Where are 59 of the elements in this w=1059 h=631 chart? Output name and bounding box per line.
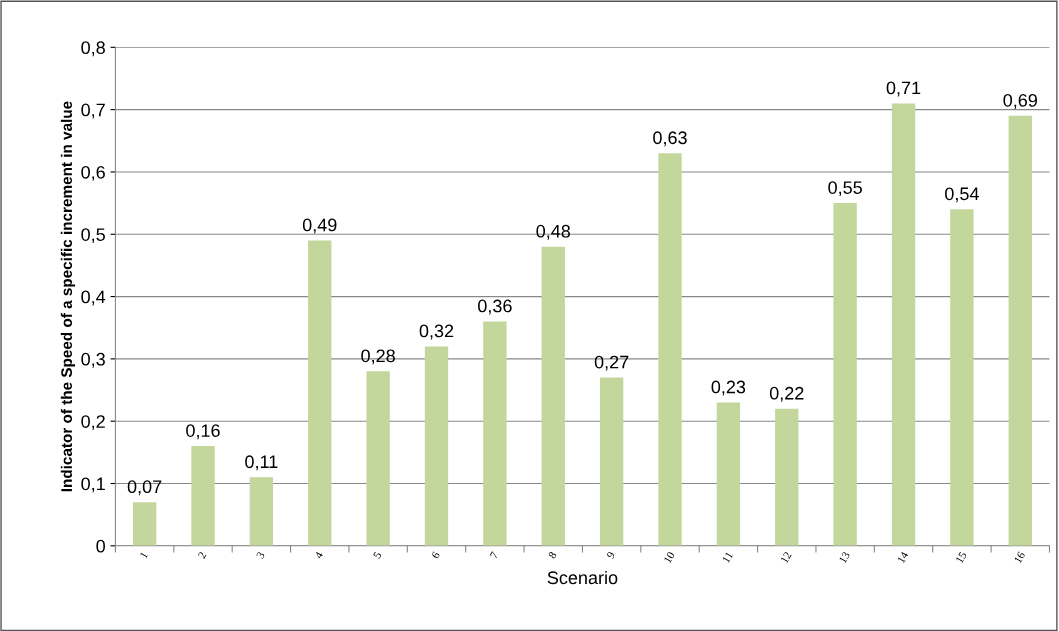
data-label: 0,23 [711, 380, 746, 396]
data-label: 0,69 [1003, 93, 1037, 109]
y-tick-label: 0,2 [81, 415, 105, 431]
x-tick-label: 13 [838, 551, 851, 564]
bar [308, 240, 332, 546]
data-label: 0,55 [828, 181, 862, 197]
bar [599, 377, 624, 546]
x-tick-label: 11 [722, 551, 734, 563]
data-label: 0,63 [653, 131, 687, 147]
data-label: 0,36 [478, 299, 512, 315]
bar [891, 103, 916, 546]
x-tick-label: 9 [606, 551, 616, 560]
y-tick-label: 0,1 [81, 477, 105, 493]
data-label: 0,07 [127, 480, 162, 496]
data-label: 0,49 [302, 218, 337, 234]
x-tick-label: 6 [431, 551, 441, 559]
x-tick-label: 15 [955, 551, 967, 564]
y-tick-label: 0,4 [81, 290, 106, 306]
x-tick-label: 3 [256, 551, 265, 559]
data-label: 0,16 [186, 424, 220, 440]
x-tick-label: 16 [1013, 551, 1026, 564]
bar [132, 502, 157, 546]
bar [483, 321, 507, 546]
bar [658, 153, 682, 546]
data-label: 0,71 [886, 81, 921, 97]
bar [1008, 115, 1032, 546]
x-tick-label: 10 [663, 551, 675, 564]
data-label: 0,22 [769, 386, 804, 402]
y-tick-label: 0,7 [81, 103, 105, 119]
bar [775, 408, 799, 546]
data-label: 0,48 [536, 224, 571, 240]
x-tick-label: 1 [139, 551, 148, 559]
x-tick-label: 2 [197, 551, 207, 559]
data-label: 0,32 [419, 324, 454, 340]
y-tick-label: 0,6 [81, 165, 105, 181]
data-label: 0,54 [945, 187, 979, 203]
y-tick-label: 0,3 [81, 352, 105, 368]
y-tick-label: 0 [96, 539, 105, 553]
bar [541, 246, 565, 546]
x-tick-label: 7 [489, 551, 499, 559]
x-tick-label: 12 [780, 551, 792, 564]
bar [249, 477, 274, 546]
bar [716, 402, 741, 546]
bar [424, 346, 449, 546]
y-tick-label: 0,5 [81, 228, 105, 244]
data-label: 0,11 [245, 455, 278, 471]
bar [191, 446, 215, 546]
y-tick-label: 0,8 [81, 41, 105, 57]
x-tick-label: 8 [548, 551, 557, 560]
bar [950, 209, 974, 546]
x-tick-label: 14 [897, 551, 909, 564]
data-label: 0,28 [361, 349, 395, 365]
x-tick-label: 5 [373, 551, 382, 559]
y-axis-title: Indicator of the Speed of a specific increment in value [60, 101, 76, 492]
x-tick-label: 4 [314, 551, 324, 560]
bar [833, 203, 857, 546]
data-label: 0,27 [594, 355, 629, 371]
bar [366, 371, 390, 546]
x-axis-title: Scenario [547, 570, 618, 585]
